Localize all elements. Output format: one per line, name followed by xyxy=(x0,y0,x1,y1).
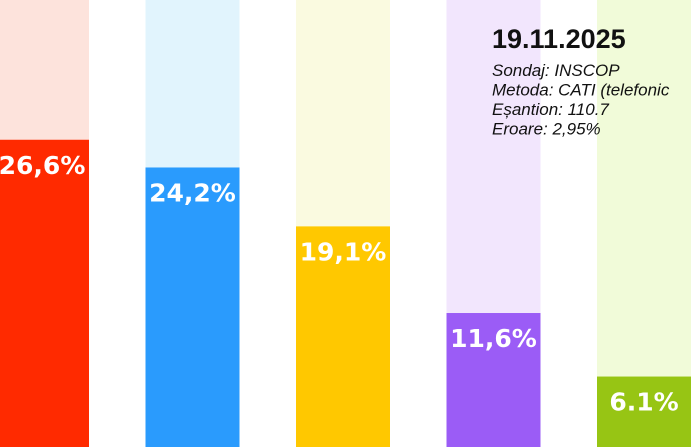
annotation-line: Sondaj: INSCOP xyxy=(492,61,620,80)
value-label: 11,6% xyxy=(450,324,537,353)
value-label: 19,1% xyxy=(300,237,387,266)
annotation-line: Eșantion: 110.7 xyxy=(492,100,609,119)
column-background xyxy=(597,0,691,447)
annotation-line: Metoda: CATI (telefonic xyxy=(492,81,670,100)
value-label: 26,6% xyxy=(0,151,85,180)
bar xyxy=(296,226,390,447)
bar xyxy=(446,313,541,447)
bars: 26,6% 24,2% 19,1% 11,6% 6.1% xyxy=(0,139,691,447)
value-label: 6.1% xyxy=(609,388,678,417)
bar xyxy=(145,167,240,447)
annotation-title: 19.11.2025 xyxy=(492,24,626,54)
bar xyxy=(597,376,691,447)
value-label: 24,2% xyxy=(149,178,236,207)
annotation-line: Eroare: 2,95% xyxy=(492,120,601,139)
bar xyxy=(0,139,89,447)
